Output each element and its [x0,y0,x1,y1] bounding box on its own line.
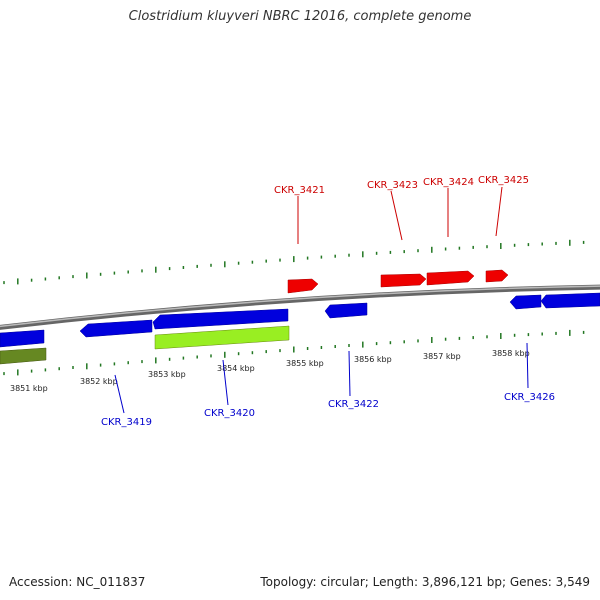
forward-genes [287,269,509,294]
gene-ckr-3423[interactable] [380,273,427,288]
gene-ckr-3425[interactable] [485,269,509,283]
scale-label: 3857 kbp [423,352,461,361]
scale-label: 3852 kbp [80,377,118,386]
label-ckr-3422[interactable]: CKR_3422 [328,399,379,410]
leader-ckr-3420 [222,359,229,406]
leader-ckr-3422 [348,350,351,397]
gene-ckr-3419[interactable] [79,319,153,338]
leader-ckr-3423 [390,190,403,241]
scale-label: 3851 kbp [10,384,48,393]
leader-ckr-3426 [526,342,529,389]
gene-ckr-3424[interactable] [426,270,475,286]
label-ckr-3426[interactable]: CKR_3426 [504,392,555,403]
gene-ckr-3420-rna[interactable] [154,325,290,350]
label-ckr-3423[interactable]: CKR_3423 [367,180,418,191]
gene-ckr-3420[interactable] [152,308,289,330]
gene-ckr-3421[interactable] [287,278,319,294]
gene-left-edge[interactable] [0,329,45,348]
reverse-genes [0,292,600,365]
scale-label: 3858 kbp [492,349,530,358]
genome-backbone [0,284,600,330]
genome-backbone-highlight [0,285,600,328]
genome-title: Clostridium kluyveri NBRC 12016, complet… [128,9,472,24]
gene-ckr-3426-a[interactable] [509,294,542,310]
label-ckr-3419[interactable]: CKR_3419 [101,417,152,428]
gene-olive-left[interactable] [0,347,47,365]
forward-strand-ticks [3,239,585,285]
label-leaders [114,186,529,414]
gene-labels: CKR_3421 CKR_3423 CKR_3424 CKR_3425 CKR_… [101,175,555,428]
gene-ckr-3426-b[interactable] [540,292,600,309]
genome-summary: Topology: circular; Length: 3,896,121 bp… [260,575,590,589]
leader-ckr-3419 [114,374,125,414]
scale-label: 3855 kbp [286,359,324,368]
scale-label: 3854 kbp [217,364,255,373]
label-ckr-3424[interactable]: CKR_3424 [423,177,474,188]
accession-text: Accession: NC_011837 [9,575,146,589]
scale-label: 3853 kbp [148,370,186,379]
scale-labels: 3851 kbp 3852 kbp 3853 kbp 3854 kbp 3855… [10,349,530,393]
label-ckr-3425[interactable]: CKR_3425 [478,175,529,186]
label-ckr-3420[interactable]: CKR_3420 [204,408,255,419]
label-ckr-3421[interactable]: CKR_3421 [274,185,325,196]
reverse-strand-ticks [3,329,585,376]
gene-ckr-3422[interactable] [324,302,368,319]
scale-label: 3856 kbp [354,355,392,364]
leader-ckr-3425 [495,186,503,237]
